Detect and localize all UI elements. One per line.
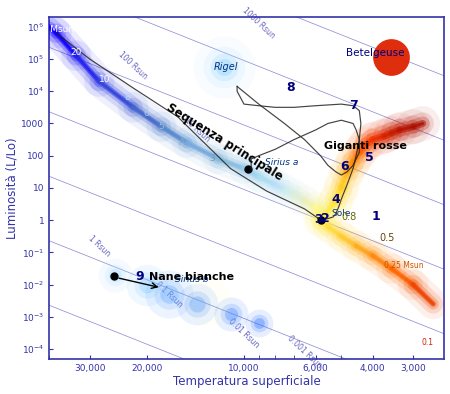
Text: 2: 2: [321, 212, 330, 225]
Text: 1000 Rsun: 1000 Rsun: [241, 6, 277, 41]
Text: Sirius b: Sirius b: [175, 275, 208, 284]
Y-axis label: Luminosità (L/Lo): Luminosità (L/Lo): [5, 137, 18, 239]
Point: [166, 291, 173, 297]
Point: [143, 281, 150, 288]
Text: Nane bianche: Nane bianche: [149, 272, 234, 282]
Text: Giganti rosse: Giganti rosse: [324, 141, 407, 151]
Text: 0.1 Rsun: 0.1 Rsun: [154, 280, 184, 309]
Text: 6: 6: [340, 160, 348, 173]
Point: [112, 272, 119, 278]
Point: [166, 291, 173, 297]
Point: [193, 301, 200, 307]
Text: Sequenza principale: Sequenza principale: [164, 100, 285, 183]
Text: 7: 7: [349, 99, 357, 112]
Point: [244, 166, 251, 173]
Text: 0.1: 0.1: [422, 338, 434, 347]
Text: 6: 6: [144, 109, 149, 118]
Text: Betelgeuse: Betelgeuse: [346, 48, 405, 58]
Point: [227, 310, 234, 317]
Text: 0.01 Rsun: 0.01 Rsun: [227, 317, 261, 349]
Point: [220, 64, 228, 70]
Text: Sole: Sole: [331, 209, 351, 218]
Point: [193, 301, 200, 307]
Text: 5: 5: [158, 122, 164, 131]
Text: 8: 8: [286, 82, 294, 95]
Point: [220, 64, 228, 70]
Text: 8: 8: [124, 93, 130, 102]
Point: [255, 320, 262, 327]
Text: 3: 3: [314, 213, 322, 226]
Text: Rigel: Rigel: [213, 62, 238, 72]
Point: [220, 64, 228, 70]
Text: 0.001 Rsun: 0.001 Rsun: [286, 335, 324, 370]
X-axis label: Temperatura superficiale: Temperatura superficiale: [173, 375, 321, 388]
Text: 0.5: 0.5: [380, 233, 395, 243]
Text: 20: 20: [71, 48, 82, 57]
Point: [220, 64, 228, 70]
Text: 10 Rsun: 10 Rsun: [182, 116, 211, 144]
Text: 4: 4: [332, 193, 340, 206]
Text: 1 Rsun: 1 Rsun: [87, 234, 112, 258]
Point: [255, 320, 262, 327]
Point: [388, 54, 395, 61]
Point: [111, 273, 118, 279]
Point: [227, 310, 234, 317]
Text: 1: 1: [372, 210, 381, 223]
Point: [317, 217, 324, 223]
Point: [193, 301, 200, 307]
Text: 0.25 Msun: 0.25 Msun: [384, 261, 424, 270]
Text: 3: 3: [210, 154, 216, 164]
Text: 5: 5: [365, 151, 374, 164]
Point: [227, 310, 234, 317]
Point: [112, 272, 119, 278]
Text: 40 Msun: 40 Msun: [36, 26, 74, 34]
Point: [143, 281, 150, 288]
Point: [143, 281, 150, 288]
Text: 10: 10: [99, 75, 110, 84]
Text: 100 Rsun: 100 Rsun: [117, 50, 149, 81]
Text: Sirius a: Sirius a: [266, 158, 299, 167]
Point: [112, 272, 119, 278]
Point: [203, 297, 211, 304]
Point: [166, 291, 173, 297]
Text: 9: 9: [135, 270, 144, 283]
Text: 0.8: 0.8: [341, 212, 356, 222]
Text: A: A: [179, 138, 185, 147]
Point: [255, 320, 262, 327]
